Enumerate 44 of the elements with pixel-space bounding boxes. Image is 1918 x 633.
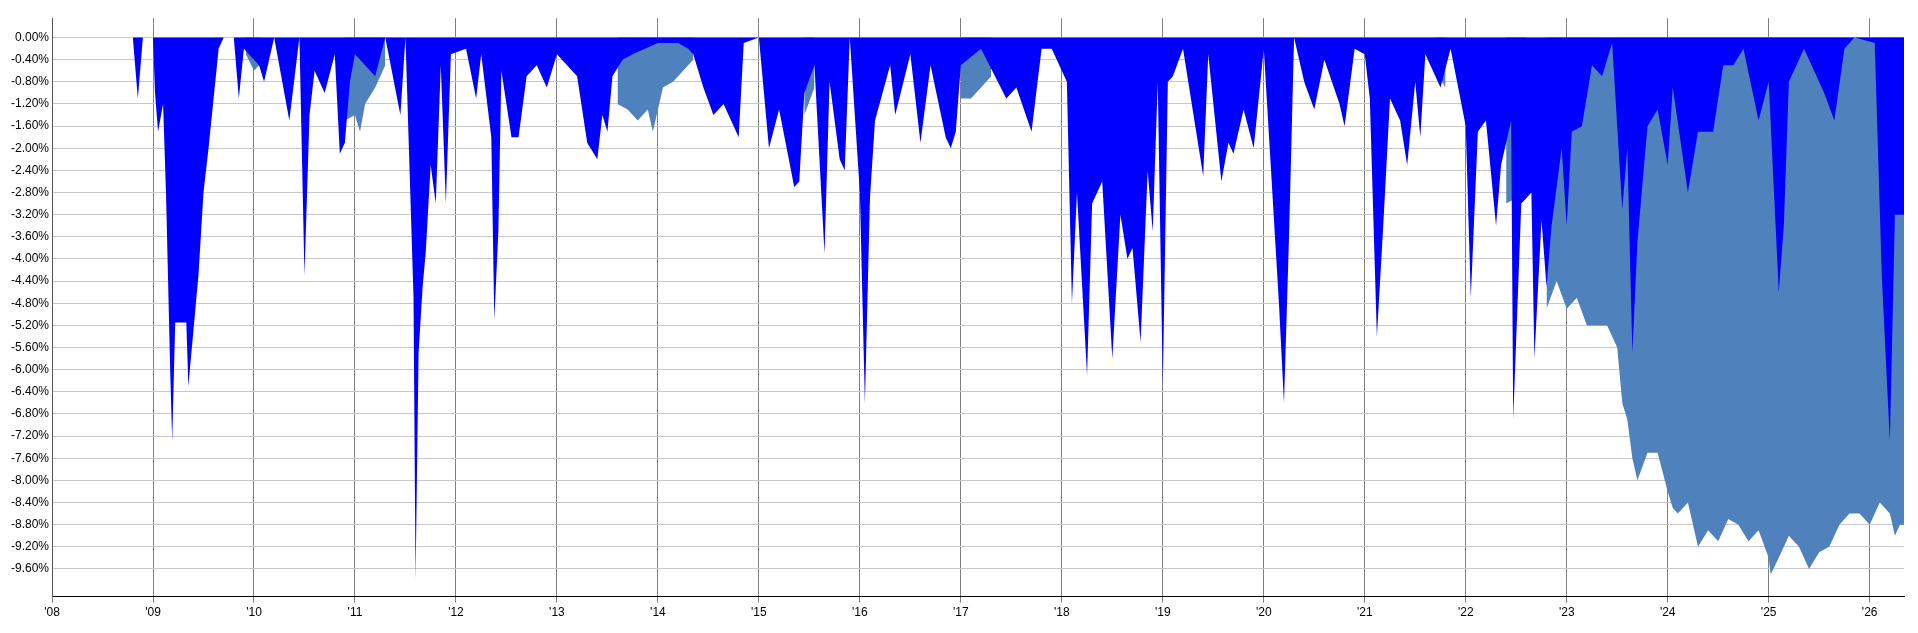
x-tick-label: '17: [953, 605, 969, 620]
y-tick-label: -9.60%: [10, 561, 50, 576]
y-tick-label: -9.20%: [10, 539, 50, 554]
x-tick-label: '10: [246, 605, 263, 620]
x-tick-label: '12: [448, 605, 465, 620]
x-tick-label: '26: [1861, 605, 1878, 620]
y-tick-label: -0.80%: [10, 74, 50, 89]
y-tick-label: -4.00%: [10, 251, 50, 266]
x-tick-label: '19: [1154, 605, 1171, 620]
y-tick-label: -2.80%: [10, 184, 50, 199]
x-tick-label: '18: [1054, 605, 1070, 620]
y-tick-label: -6.80%: [10, 406, 50, 421]
y-tick-label: -0.40%: [10, 52, 50, 67]
y-tick-label: -2.40%: [10, 162, 50, 177]
y-tick-label: -4.40%: [10, 273, 50, 288]
y-tick-label: -1.20%: [10, 96, 50, 111]
y-tick-label: -5.20%: [10, 317, 50, 332]
y-tick-label: -5.60%: [10, 339, 50, 354]
x-tick-label: '20: [1255, 605, 1272, 620]
y-tick-label: -1.60%: [10, 118, 50, 133]
y-tick-label: -7.20%: [10, 428, 50, 443]
x-tick-label: '25: [1760, 605, 1777, 620]
x-tick-label: '09: [145, 605, 162, 620]
x-tick-label: '15: [751, 605, 768, 620]
y-tick-label: -8.00%: [10, 472, 50, 487]
x-tick-label: '22: [1457, 605, 1474, 620]
y-tick-label: -6.00%: [10, 361, 50, 376]
y-tick-label: -4.80%: [10, 295, 50, 310]
x-tick-label: '13: [549, 605, 566, 620]
x-tick-label: '24: [1659, 605, 1676, 620]
y-tick-label: -3.20%: [10, 207, 50, 221]
y-tick-label: -7.60%: [10, 450, 50, 465]
y-tick-label: -6.40%: [10, 384, 50, 399]
y-tick-label: -2.00%: [10, 140, 50, 155]
y-tick-label: -8.40%: [10, 494, 50, 509]
x-tick-label: '11: [347, 605, 363, 620]
y-tick-label: 0.00%: [14, 29, 50, 44]
x-tick-label: '08: [44, 605, 61, 620]
x-tick-label: '16: [852, 605, 869, 620]
y-tick-label: -8.80%: [10, 516, 50, 531]
y-tick-label: -3.60%: [10, 229, 50, 244]
x-tick-label: '21: [1356, 605, 1373, 620]
x-tick-label: '14: [650, 605, 667, 620]
x-tick-label: '23: [1558, 605, 1575, 620]
